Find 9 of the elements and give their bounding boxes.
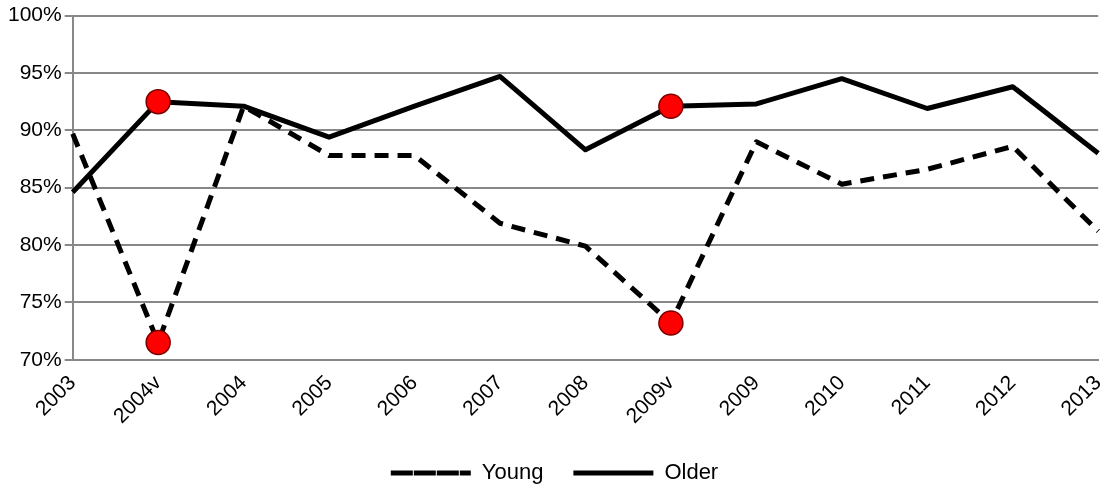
- legend-label: Older: [664, 459, 719, 485]
- y-tick-label: 75%: [19, 289, 62, 313]
- y-tick-label: 95%: [19, 59, 62, 83]
- legend-label: Young: [481, 459, 544, 485]
- y-tick-label: 80%: [19, 231, 62, 255]
- y-tick-label: 100%: [7, 2, 62, 26]
- y-tick-label: 70%: [19, 346, 62, 370]
- y-tick-label: 85%: [19, 174, 62, 198]
- y-tick-label: 90%: [19, 117, 62, 141]
